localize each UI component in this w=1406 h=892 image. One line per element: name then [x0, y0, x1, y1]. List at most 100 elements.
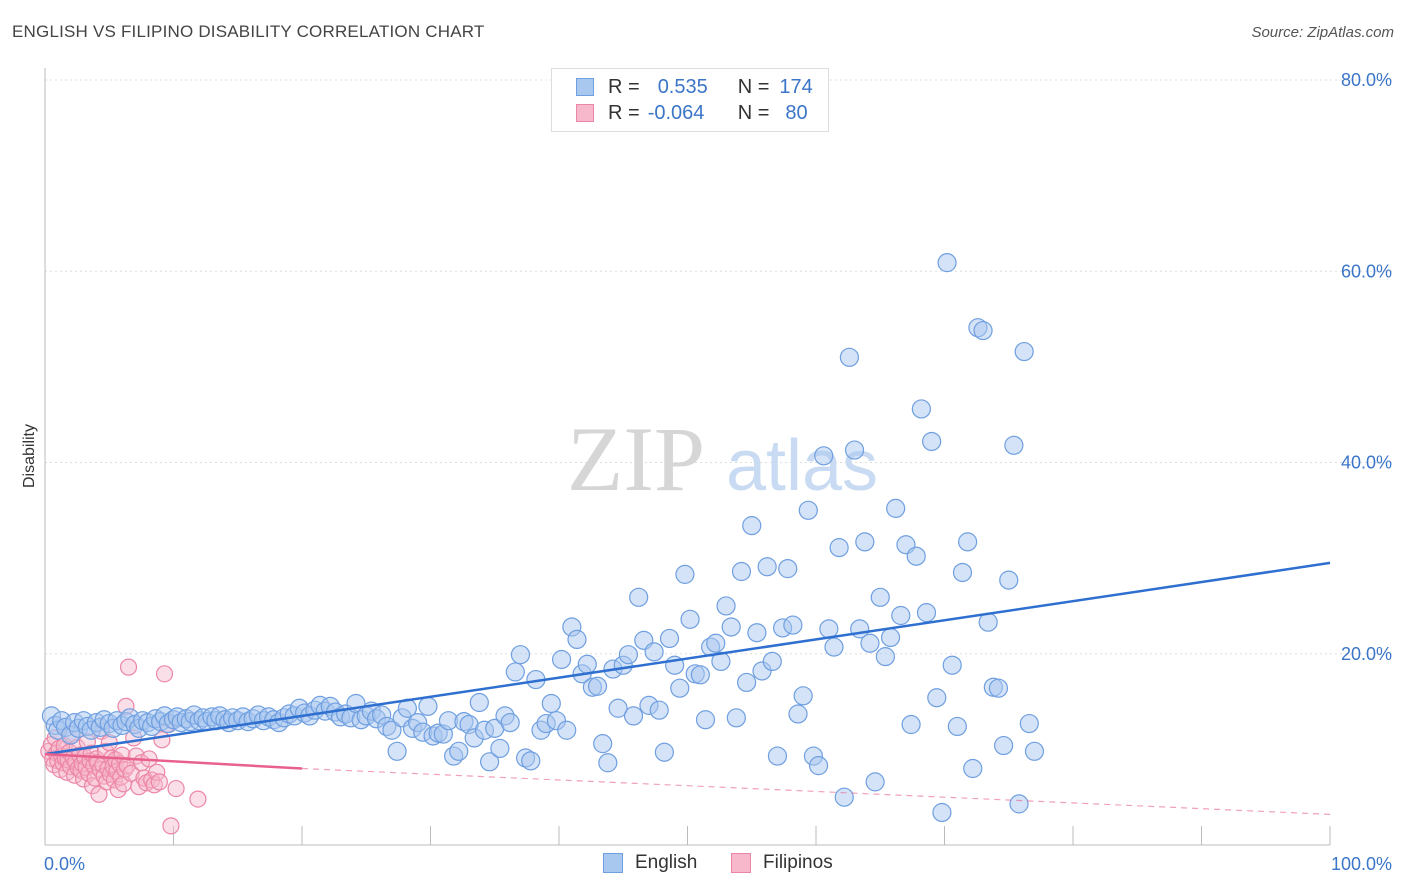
english-point: [958, 532, 978, 552]
english-point: [783, 615, 803, 635]
english-point: [1009, 794, 1029, 814]
english-point: [788, 704, 808, 724]
english-point: [829, 538, 849, 558]
english-n-label: N =: [737, 75, 770, 98]
y-tick-label: 20.0%: [1341, 644, 1392, 664]
filipino-points: [40, 658, 207, 835]
english-point: [567, 629, 587, 650]
english-point: [860, 633, 880, 653]
english-n-value: 174: [779, 75, 813, 98]
tick-labels: 20.0% 40.0% 60.0% 80.0% 0.0% 100.0%: [44, 70, 1392, 874]
english-point: [886, 498, 906, 518]
english-point: [557, 720, 577, 740]
english-point: [1004, 435, 1024, 455]
english-point: [490, 738, 510, 759]
english-point: [716, 596, 736, 616]
english-point: [793, 686, 813, 706]
filipino-trend-line: [44, 752, 303, 770]
filipino-legend-swatch: [731, 853, 751, 873]
legend-row-filipinos: R = -0.064 N = 80: [576, 100, 808, 126]
english-point: [541, 693, 561, 714]
filipino-n-label: N =: [737, 101, 770, 124]
filipino-point: [148, 763, 166, 781]
x-tick-label: 0.0%: [44, 854, 85, 874]
english-point: [577, 654, 597, 674]
english-point: [480, 752, 500, 772]
english-point: [623, 706, 644, 726]
english-point: [742, 516, 762, 536]
y-axis-label: Disability: [21, 424, 38, 488]
y-tick-label: 60.0%: [1341, 261, 1392, 281]
english-point: [865, 772, 885, 792]
english-point: [387, 741, 407, 761]
english-points: [41, 253, 1045, 823]
english-legend-label: English: [635, 852, 698, 873]
english-point: [659, 628, 680, 649]
english-r-value: 0.535: [657, 75, 708, 98]
english-point: [608, 698, 628, 718]
legend-row-english: R = 0.535 N = 174: [576, 74, 813, 100]
english-point: [598, 753, 618, 773]
english-point: [644, 642, 664, 662]
english-point: [726, 708, 746, 728]
english-point: [891, 605, 911, 626]
english-point: [737, 672, 757, 693]
english-point: [654, 742, 674, 762]
english-point: [824, 637, 844, 657]
english-point: [942, 655, 962, 675]
watermark-atlas: atlas: [726, 426, 878, 506]
english-point: [649, 700, 669, 720]
english-point: [808, 756, 829, 776]
english-point: [706, 633, 726, 653]
english-point: [618, 645, 638, 665]
english-point: [505, 662, 525, 682]
english-point: [757, 557, 777, 577]
english-point: [1024, 741, 1045, 761]
english-point: [901, 714, 921, 735]
english-point: [839, 347, 860, 367]
english-point: [937, 253, 957, 273]
english-point: [855, 532, 875, 552]
english-point: [551, 649, 572, 670]
english-point: [911, 399, 931, 419]
english-point: [418, 696, 438, 716]
english-point: [1014, 341, 1034, 362]
english-r-label: R =: [608, 75, 640, 98]
filipino-point: [90, 785, 108, 803]
filipino-point: [122, 764, 140, 782]
filipino-trend-extension: [301, 767, 1331, 815]
english-point: [778, 559, 798, 579]
english-point: [587, 676, 608, 696]
filipino-point: [150, 773, 168, 791]
english-point: [798, 500, 818, 520]
grid-lines: [45, 79, 1392, 655]
english-point: [721, 617, 741, 637]
english-point: [675, 564, 695, 584]
english-point: [988, 678, 1009, 698]
filipino-r-value: -0.064: [647, 101, 705, 124]
english-point: [916, 603, 937, 623]
english-point: [994, 735, 1014, 756]
english-point: [500, 712, 520, 733]
english-point: [767, 746, 788, 766]
english-point: [670, 678, 690, 698]
english-point: [762, 651, 782, 672]
legend-item-filipinos[interactable]: Filipinos: [731, 852, 833, 874]
english-point: [629, 587, 649, 607]
filipino-r-label: R =: [608, 101, 640, 124]
english-point: [963, 758, 983, 779]
filipino-point: [167, 779, 185, 798]
filipino-point: [119, 658, 138, 676]
english-point: [731, 561, 752, 582]
english-point: [510, 645, 531, 665]
english-point: [870, 587, 890, 607]
legend-item-english[interactable]: English: [603, 852, 697, 874]
english-point: [947, 716, 967, 737]
filipino-point: [155, 665, 174, 683]
stats-legend: R = 0.535 N = 174 R = -0.064 N = 80: [551, 68, 829, 132]
english-point: [932, 802, 952, 823]
english-point: [690, 665, 710, 685]
english-point: [449, 741, 469, 761]
english-point: [906, 546, 926, 566]
